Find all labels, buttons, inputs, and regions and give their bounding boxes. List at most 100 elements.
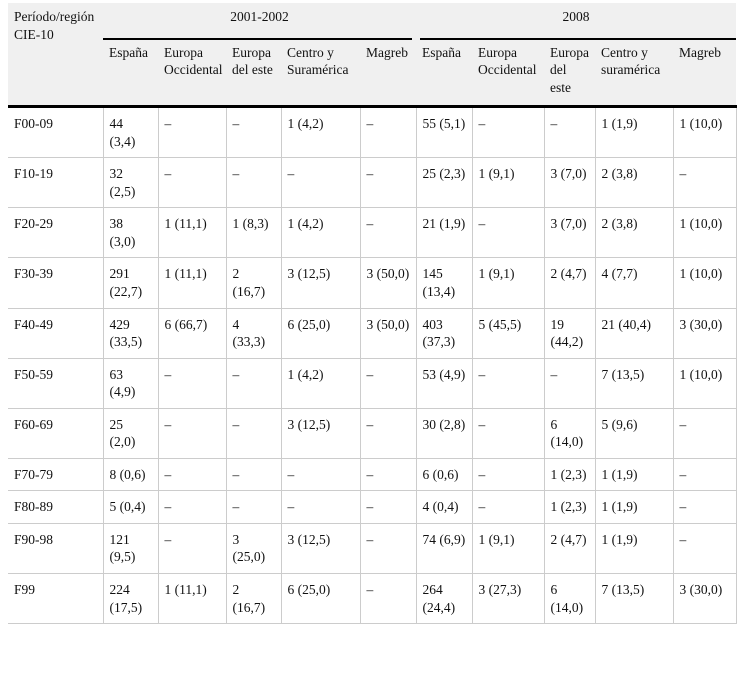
- data-cell: 30 (2,8): [415, 408, 473, 459]
- data-cell: 21 (40,4): [594, 308, 674, 359]
- data-cell: 145 (13,4): [415, 257, 473, 309]
- data-cell: –: [672, 408, 737, 459]
- data-cell: –: [157, 523, 226, 575]
- data-cell: 3 (12,5): [280, 408, 360, 459]
- row-header-cie10-code: F80-89: [8, 490, 103, 524]
- row-header-cie10-code: F40-49: [8, 308, 103, 359]
- data-cell: –: [225, 358, 281, 409]
- data-cell: 264 (24,4): [415, 573, 473, 625]
- row-header-cie10-code: F10-19: [8, 157, 103, 209]
- data-cell: 63 (4,9): [102, 358, 158, 409]
- data-cell: –: [225, 490, 281, 524]
- data-cell: 55 (5,1): [415, 106, 473, 159]
- data-cell: 3 (30,0): [672, 573, 737, 625]
- data-cell: 3 (50,0): [359, 257, 417, 309]
- data-cell: 2 (4,7): [543, 257, 596, 309]
- row-header-cie10-code: F50-59: [8, 358, 103, 409]
- table-row: F00-09 44 (3,4) – –1 (4,2) –55 (5,1) – –1 (1,9…: [8, 106, 737, 159]
- data-cell: 6 (14,0): [543, 408, 596, 459]
- data-cell: 291 (22,7): [102, 257, 158, 309]
- data-cell: –: [672, 458, 737, 492]
- data-cell: –: [471, 358, 545, 409]
- data-cell: 1 (11,1): [157, 207, 226, 259]
- table-row: F10-19 32 (2,5) – – – –25 (2,3) 1 (9,1) 3 (7,0)…: [8, 157, 737, 209]
- data-cell: 1 (1,9): [594, 490, 674, 524]
- table-row: F60-69 25 (2,0) – –3 (12,5) –30 (2,8) –6 (14,…: [8, 408, 737, 459]
- data-cell: 1 (11,1): [157, 257, 226, 309]
- data-cell: 3 (12,5): [280, 257, 360, 309]
- data-cell: –: [672, 490, 737, 524]
- table-body: F00-09 44 (3,4) – –1 (4,2) –55 (5,1) – –1 (1,9…: [8, 106, 737, 625]
- data-cell: –: [157, 358, 226, 409]
- data-cell: 2 (3,8): [594, 157, 674, 209]
- data-cell: –: [471, 490, 545, 524]
- data-cell: 1 (2,3): [543, 458, 596, 492]
- data-cell: 1 (10,0): [672, 207, 737, 259]
- data-cell: –: [225, 157, 281, 209]
- corner-header-periodo-region-cie10: Período/región CIE-10: [8, 3, 103, 109]
- data-cell: 1 (9,1): [471, 257, 545, 309]
- region-column-header-p1-2: Europa del este: [226, 39, 281, 109]
- data-cell: 2 (4,7): [543, 523, 596, 575]
- data-cell: 38 (3,0): [102, 207, 158, 259]
- data-cell: 3 (7,0): [543, 157, 596, 209]
- table-row: F50-59 63 (4,9) – –1 (4,2) –53 (4,9) – –7 (13,…: [8, 358, 737, 409]
- data-cell: –: [359, 523, 417, 575]
- data-cell: 5 (45,5): [471, 308, 545, 359]
- region-column-header-p1-4: Magreb: [360, 39, 417, 109]
- data-cell: 8 (0,6): [102, 458, 158, 492]
- data-cell: 2 (16,7): [225, 573, 281, 625]
- data-cell: –: [157, 490, 226, 524]
- data-cell: 2 (3,8): [594, 207, 674, 259]
- data-cell: 5 (0,4): [102, 490, 158, 524]
- data-cell: 2 (16,7): [225, 257, 281, 309]
- data-cell: 5 (9,6): [594, 408, 674, 459]
- data-cell: 6 (66,7): [157, 308, 226, 359]
- region-column-header-p1-1: Europa Occidental: [158, 39, 226, 109]
- data-cell: 1 (2,3): [543, 490, 596, 524]
- data-cell: –: [359, 358, 417, 409]
- region-column-header-p2-0: España: [416, 39, 473, 109]
- data-cell: 1 (4,2): [280, 106, 360, 159]
- row-header-cie10-code: F60-69: [8, 408, 103, 459]
- data-cell: –: [471, 106, 545, 159]
- data-cell: 44 (3,4): [102, 106, 158, 159]
- row-header-cie10-code: F99: [8, 573, 103, 625]
- data-cell: –: [157, 157, 226, 209]
- data-cell: 4 (0,4): [415, 490, 473, 524]
- data-cell: 3 (7,0): [543, 207, 596, 259]
- data-cell: –: [359, 408, 417, 459]
- data-cell: 1 (10,0): [672, 358, 737, 409]
- data-cell: 74 (6,9): [415, 523, 473, 575]
- data-cell: –: [280, 490, 360, 524]
- data-cell: 25 (2,0): [102, 408, 158, 459]
- cie10-period-region-table: Período/región CIE-10 2001-2002 2008 Esp…: [8, 3, 737, 625]
- period-group-row: Período/región CIE-10 2001-2002 2008: [8, 3, 737, 109]
- table-row: F90-98 121 (9,5) –3 (25,0) 3 (12,5) –74 (6,9…: [8, 523, 737, 575]
- table-container: Período/región CIE-10 2001-2002 2008 Esp…: [8, 3, 737, 625]
- data-cell: 53 (4,9): [415, 358, 473, 409]
- region-column-header-p1-3: Centro y Suramérica: [281, 39, 360, 109]
- table-header: Período/región CIE-10 2001-2002 2008 Esp…: [8, 3, 737, 109]
- data-cell: –: [157, 106, 226, 159]
- row-header-cie10-code: F20-29: [8, 207, 103, 259]
- region-column-header-p2-2: Europa del este: [544, 39, 596, 109]
- data-cell: 1 (10,0): [672, 257, 737, 309]
- data-cell: 4 (7,7): [594, 257, 674, 309]
- table-row: F30-39 291 (22,7) 1 (11,1) 2 (16,7) 3 (12,5)…: [8, 257, 737, 309]
- data-cell: 1 (9,1): [471, 523, 545, 575]
- table-row: F70-79 8 (0,6) – – – –6 (0,6) –1 (2,3) 1 (1,9) –: [8, 458, 737, 492]
- data-cell: –: [280, 157, 360, 209]
- data-cell: 224 (17,5): [102, 573, 158, 625]
- table-row: F99 224 (17,5) 1 (11,1) 2 (16,7) 6 (25,0) –26…: [8, 573, 737, 625]
- data-cell: 3 (27,3): [471, 573, 545, 625]
- data-cell: 1 (1,9): [594, 458, 674, 492]
- data-cell: 25 (2,3): [415, 157, 473, 209]
- region-column-header-p2-4: Magreb: [673, 39, 737, 109]
- data-cell: 1 (4,2): [280, 358, 360, 409]
- data-cell: –: [359, 207, 417, 259]
- data-cell: 1 (11,1): [157, 573, 226, 625]
- data-cell: –: [672, 523, 737, 575]
- data-cell: 1 (1,9): [594, 106, 674, 159]
- period-group-header-2001-2002: 2001-2002: [103, 3, 417, 40]
